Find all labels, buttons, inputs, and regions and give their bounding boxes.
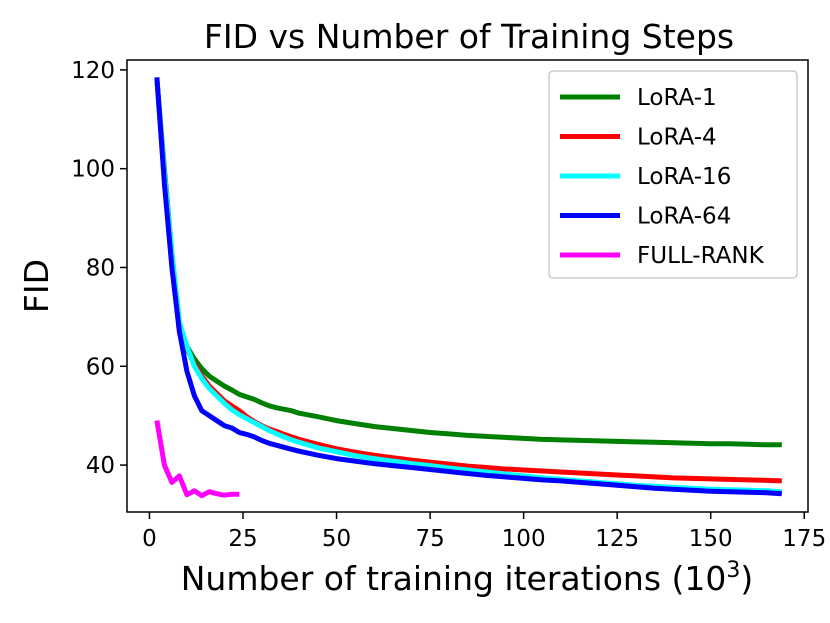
x-tick-label: 125: [595, 526, 639, 552]
y-tick-label: 60: [86, 354, 115, 380]
series-line-lora-64: [154, 77, 782, 497]
x-tick-label: 50: [322, 526, 351, 552]
chart-title: FID vs Number of Training Steps: [204, 17, 734, 56]
legend-label-lora-1: LoRA-1: [637, 85, 717, 111]
y-axis: 40 60 80 100 120: [71, 58, 127, 479]
legend-label-lora-16: LoRA-16: [637, 164, 731, 190]
x-tick-label: 75: [415, 526, 444, 552]
series-line-lora-1: [154, 79, 782, 448]
y-tick-label: 40: [86, 453, 115, 479]
x-axis-label-exponent: 3: [726, 558, 740, 583]
plot-lines: [154, 77, 782, 499]
x-axis-label-close: ): [740, 559, 753, 598]
y-tick-label: 80: [86, 255, 115, 281]
y-tick-label: 100: [71, 157, 115, 183]
x-tick-label: 150: [689, 526, 733, 552]
x-axis: 0 25 50 75 100 125 150 175: [142, 512, 826, 552]
series-line-full-rank: [154, 420, 240, 499]
legend: LoRA-1 LoRA-4 LoRA-16 LoRA-64 FULL-RANK: [548, 70, 798, 279]
legend-frame: [548, 70, 798, 279]
y-tick-label: 120: [71, 58, 115, 84]
x-tick-label: 100: [502, 526, 546, 552]
legend-label-lora-4: LoRA-4: [637, 125, 717, 151]
x-tick-label: 0: [142, 526, 157, 552]
legend-label-full-rank: FULL-RANK: [637, 243, 765, 269]
x-tick-label: 175: [782, 526, 826, 552]
legend-label-lora-64: LoRA-64: [637, 204, 731, 230]
x-axis-label-text: Number of training iterations (10: [181, 559, 727, 598]
x-axis-label: Number of training iterations (103): [181, 558, 754, 598]
x-tick-label: 25: [228, 526, 257, 552]
y-axis-label: FID: [17, 259, 56, 313]
